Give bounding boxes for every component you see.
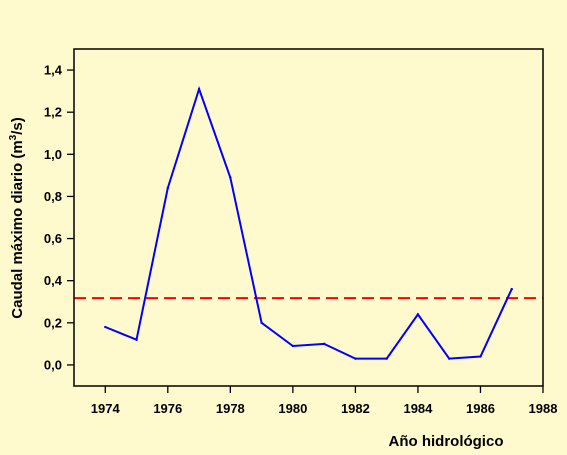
y-tick-label: 0,0 (44, 357, 62, 372)
y-tick-label: 1,2 (44, 105, 62, 120)
plot-content (74, 85, 543, 360)
x-tick-label: 1980 (278, 401, 307, 416)
x-axis-ticks: 1974 1976 1978 1980 1982 1984 1986 1988 (91, 386, 558, 416)
x-tick-label: 1988 (529, 401, 558, 416)
data-point (385, 357, 388, 360)
y-axis-ticks: 0,0 0,2 0,4 0,6 0,8 1,0 1,2 1,4 (44, 63, 74, 372)
data-point (166, 186, 169, 190)
data-point (510, 287, 513, 291)
x-tick-label: 1982 (341, 401, 370, 416)
y-axis-title-superscript: 3 (8, 134, 19, 140)
y-tick-label: 0,6 (44, 231, 62, 246)
data-point (260, 321, 263, 325)
x-axis-title: Año hidrológico (389, 433, 504, 450)
data-point (479, 355, 482, 358)
y-tick-label: 0,2 (44, 315, 62, 330)
data-point (229, 176, 232, 179)
plot-frame (73, 48, 544, 387)
data-point (448, 357, 451, 360)
y-axis-title-main: Caudal máximo diario (m (9, 140, 26, 318)
data-point (416, 313, 420, 316)
data-point (104, 325, 107, 329)
y-axis-title-tail: /s) (9, 117, 26, 135)
data-point (291, 344, 295, 348)
x-tick-label: 1974 (91, 401, 121, 416)
y-tick-label: 0,4 (44, 273, 63, 288)
x-tick-label: 1976 (153, 401, 182, 416)
series-line (104, 85, 513, 360)
data-point (322, 342, 326, 346)
y-tick-label: 1,0 (44, 147, 62, 162)
y-tick-label: 0,8 (44, 189, 62, 204)
data-point (354, 357, 357, 360)
x-tick-label: 1978 (216, 401, 245, 416)
data-point (135, 338, 138, 341)
y-tick-label: 1,4 (44, 63, 63, 78)
data-point (197, 87, 201, 91)
y-axis-title: Caudal máximo diario (m3/s) (8, 117, 26, 318)
x-tick-label: 1986 (466, 401, 495, 416)
x-tick-label: 1984 (403, 401, 433, 416)
